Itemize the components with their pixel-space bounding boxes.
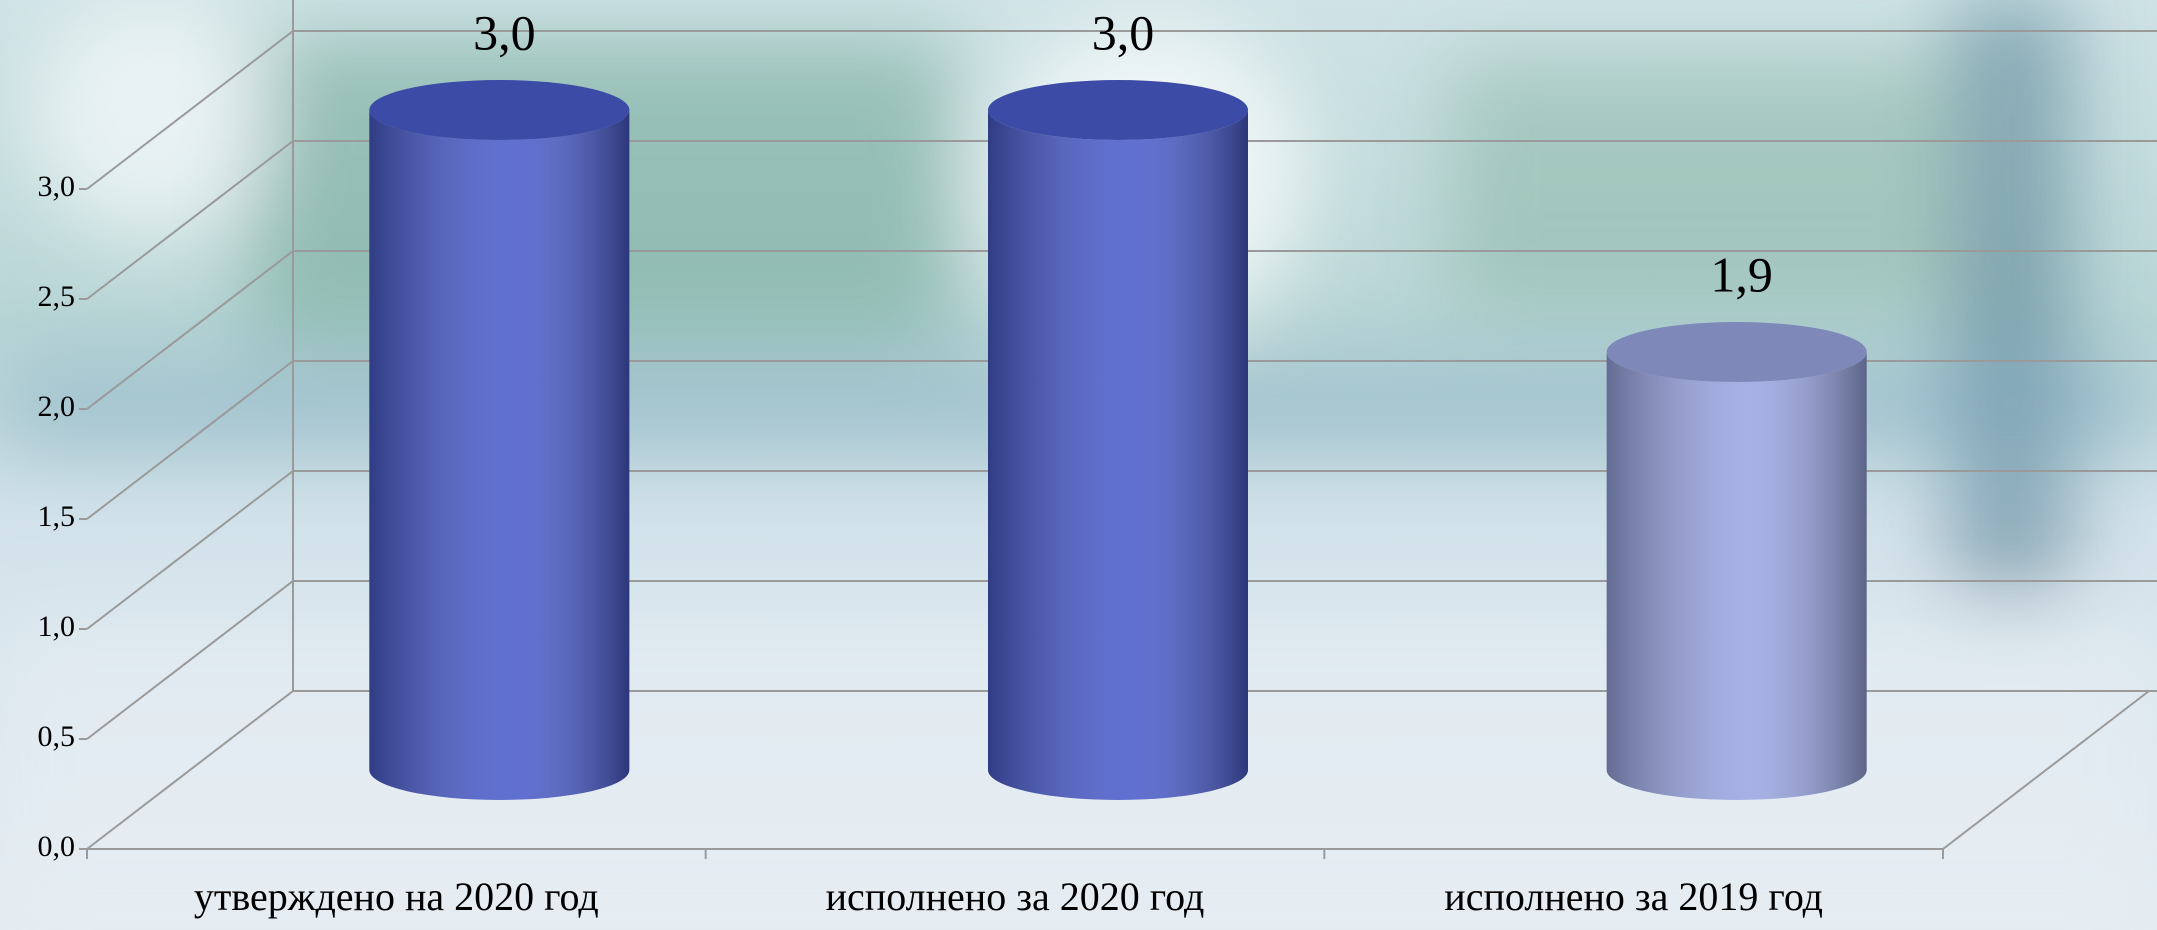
grid-line-side [86, 580, 294, 740]
y-tick-label: 1,0 [38, 610, 76, 643]
value-label: 3,0 [473, 4, 536, 60]
x-tick-label: исполнено за 2020 год [826, 874, 1205, 919]
bar-top [1606, 322, 1867, 382]
bar-shading [369, 110, 630, 800]
y-tick-label: 1,5 [38, 500, 76, 533]
grid-line-side [86, 140, 294, 300]
bar-top-shading [369, 80, 630, 140]
bar-top-shading [1606, 322, 1867, 382]
y-tick-label: 2,5 [38, 280, 76, 313]
grid-line-side [86, 360, 294, 520]
y-tick-label: 3,0 [38, 170, 76, 203]
y-tick-label: 0,0 [38, 830, 76, 863]
bar-top-shading [988, 80, 1248, 140]
bar-top [988, 80, 1248, 140]
grid-line-side [86, 690, 294, 850]
grid-line-side [86, 470, 294, 630]
bar-shading [988, 110, 1248, 800]
y-tick-label: 2,0 [38, 390, 76, 423]
grid-line-side [86, 250, 294, 410]
bar-shading [1606, 352, 1867, 801]
y-tick-label: 0,5 [38, 720, 76, 753]
value-label: 3,0 [1092, 4, 1155, 60]
value-label: 1,9 [1710, 246, 1773, 302]
bar-top [369, 80, 630, 140]
x-tick-label: исполнено за 2019 год [1444, 874, 1823, 919]
grid-line-side [86, 30, 294, 190]
x-tick-label: утверждено на 2020 год [194, 874, 599, 919]
